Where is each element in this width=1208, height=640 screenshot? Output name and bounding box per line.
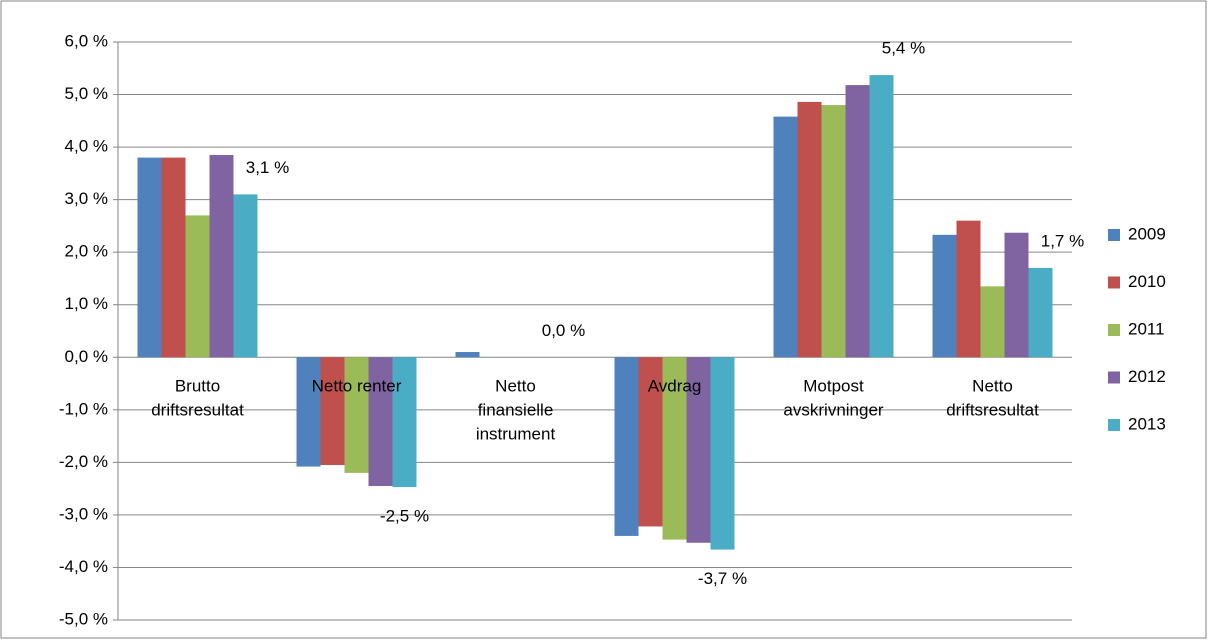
- bar: [614, 357, 639, 536]
- bar: [662, 357, 687, 540]
- bar: [161, 157, 186, 358]
- data-label: 0,0 %: [542, 321, 585, 340]
- bar: [1004, 232, 1029, 358]
- bar: [185, 215, 210, 358]
- legend-label: 2010: [1128, 272, 1166, 291]
- x-tick-label: Brutto driftsresultat: [151, 377, 244, 420]
- data-label: -2,5 %: [380, 507, 429, 526]
- bar: [932, 234, 957, 358]
- y-tick-label: -5,0 %: [59, 609, 108, 628]
- x-tick-label: Motpost avskrivninger: [783, 377, 883, 420]
- y-tick-label: 6,0 %: [65, 31, 108, 50]
- bar: [209, 154, 234, 358]
- x-tick-label: Avdrag: [648, 377, 702, 396]
- bar: [797, 101, 822, 358]
- data-label: -3,7 %: [698, 569, 747, 588]
- bar: [368, 357, 393, 487]
- legend-swatch: [1108, 371, 1120, 384]
- bar: [320, 357, 345, 465]
- legend-swatch: [1108, 324, 1120, 336]
- legend-label: 2009: [1128, 224, 1166, 243]
- legend-swatch: [1108, 419, 1120, 431]
- x-tick-label: Netto renter: [312, 377, 402, 396]
- legend-swatch: [1108, 276, 1120, 289]
- bar: [344, 357, 369, 473]
- bar: [137, 157, 162, 358]
- y-tick-label: 1,0 %: [65, 294, 108, 313]
- x-tick-label: Netto driftsresultat: [946, 377, 1039, 420]
- x-tick-label: Netto finansielle instrument: [476, 377, 556, 444]
- y-tick-label: 3,0 %: [65, 189, 108, 208]
- bar: [956, 220, 981, 358]
- bar: [686, 357, 711, 543]
- bar: [773, 116, 798, 358]
- y-tick-label: 0,0 %: [65, 347, 108, 366]
- y-tick-label: -2,0 %: [59, 452, 108, 471]
- data-label: 1,7 %: [1041, 231, 1084, 250]
- y-tick-label: 5,0 %: [65, 84, 108, 103]
- bar: [638, 357, 663, 527]
- data-label: 5,4 %: [882, 39, 925, 58]
- y-tick-label: 2,0 %: [65, 242, 108, 261]
- bar: [233, 194, 258, 358]
- y-tick-label: -1,0 %: [59, 399, 108, 418]
- y-tick-label: -4,0 %: [59, 557, 108, 576]
- bar: [296, 357, 321, 467]
- bar: [455, 352, 480, 358]
- legend-label: 2013: [1128, 414, 1166, 433]
- bar: [821, 105, 846, 358]
- bar: [710, 357, 735, 550]
- legend-swatch: [1108, 229, 1120, 241]
- legend-label: 2012: [1128, 367, 1166, 386]
- bar: [392, 357, 417, 488]
- data-label: 3,1 %: [246, 158, 289, 177]
- y-tick-label: -3,0 %: [59, 504, 108, 523]
- bar: [980, 286, 1005, 358]
- y-tick-label: 4,0 %: [65, 137, 108, 156]
- bar: [1028, 267, 1053, 358]
- bar: [869, 75, 894, 358]
- legend-label: 2011: [1128, 319, 1165, 338]
- bar: [845, 85, 870, 358]
